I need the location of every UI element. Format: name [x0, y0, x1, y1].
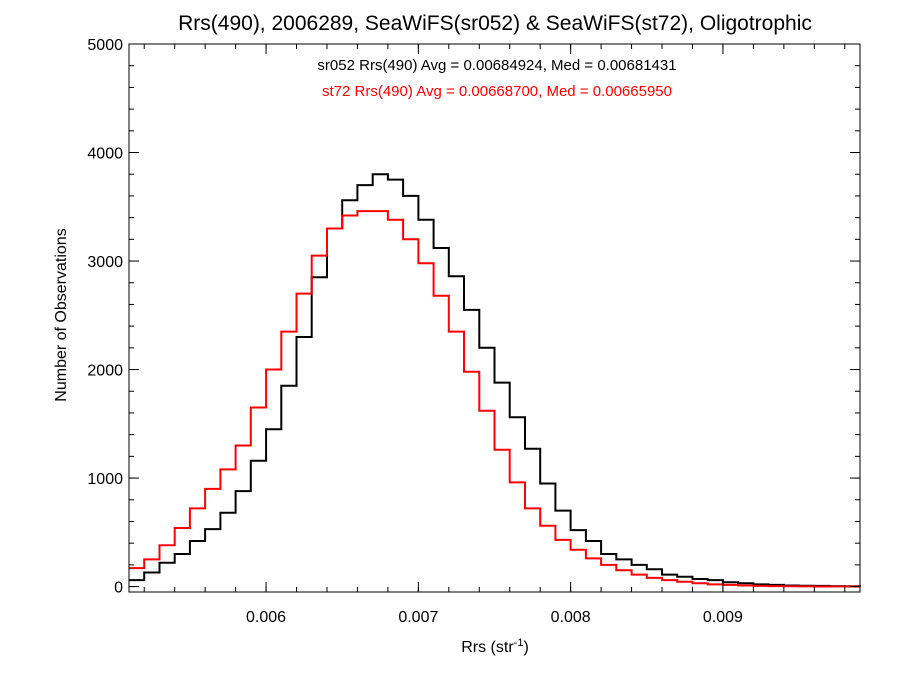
x-tick-label: 0.007 — [398, 609, 438, 626]
plot-frame — [128, 43, 861, 593]
chart-title: Rrs(490), 2006289, SeaWiFS(sr052) & SeaW… — [178, 12, 812, 35]
x-axis-label-superscript: -1 — [514, 637, 524, 649]
x-tick-label: 0.008 — [551, 609, 591, 626]
x-tick-label: 0.006 — [246, 609, 286, 626]
y-tick-label: 2000 — [87, 363, 123, 380]
y-axis-label: Number of Observations — [53, 228, 70, 401]
y-tick-label: 3000 — [87, 254, 123, 271]
y-tick-label: 5000 — [87, 37, 123, 54]
x-tick-label: 0.009 — [703, 609, 743, 626]
y-axis: 0 1000 2000 3000 4000 5000 — [87, 37, 860, 597]
stats-st72: st72 Rrs(490) Avg = 0.00668700, Med = 0.… — [322, 83, 672, 100]
x-axis-label: Rrs (str-1) — [461, 637, 529, 656]
stats-sr052: sr052 Rrs(490) Avg = 0.00684924, Med = 0… — [317, 57, 676, 74]
series-line-1 — [129, 173, 861, 588]
x-axis-label-tail: ) — [523, 639, 528, 656]
y-tick-label: 4000 — [87, 146, 123, 163]
x-axis: 0.006 0.007 0.008 0.009 — [143, 44, 846, 626]
y-tick-label: 0 — [114, 580, 123, 597]
y-tick-label: 1000 — [87, 471, 123, 488]
